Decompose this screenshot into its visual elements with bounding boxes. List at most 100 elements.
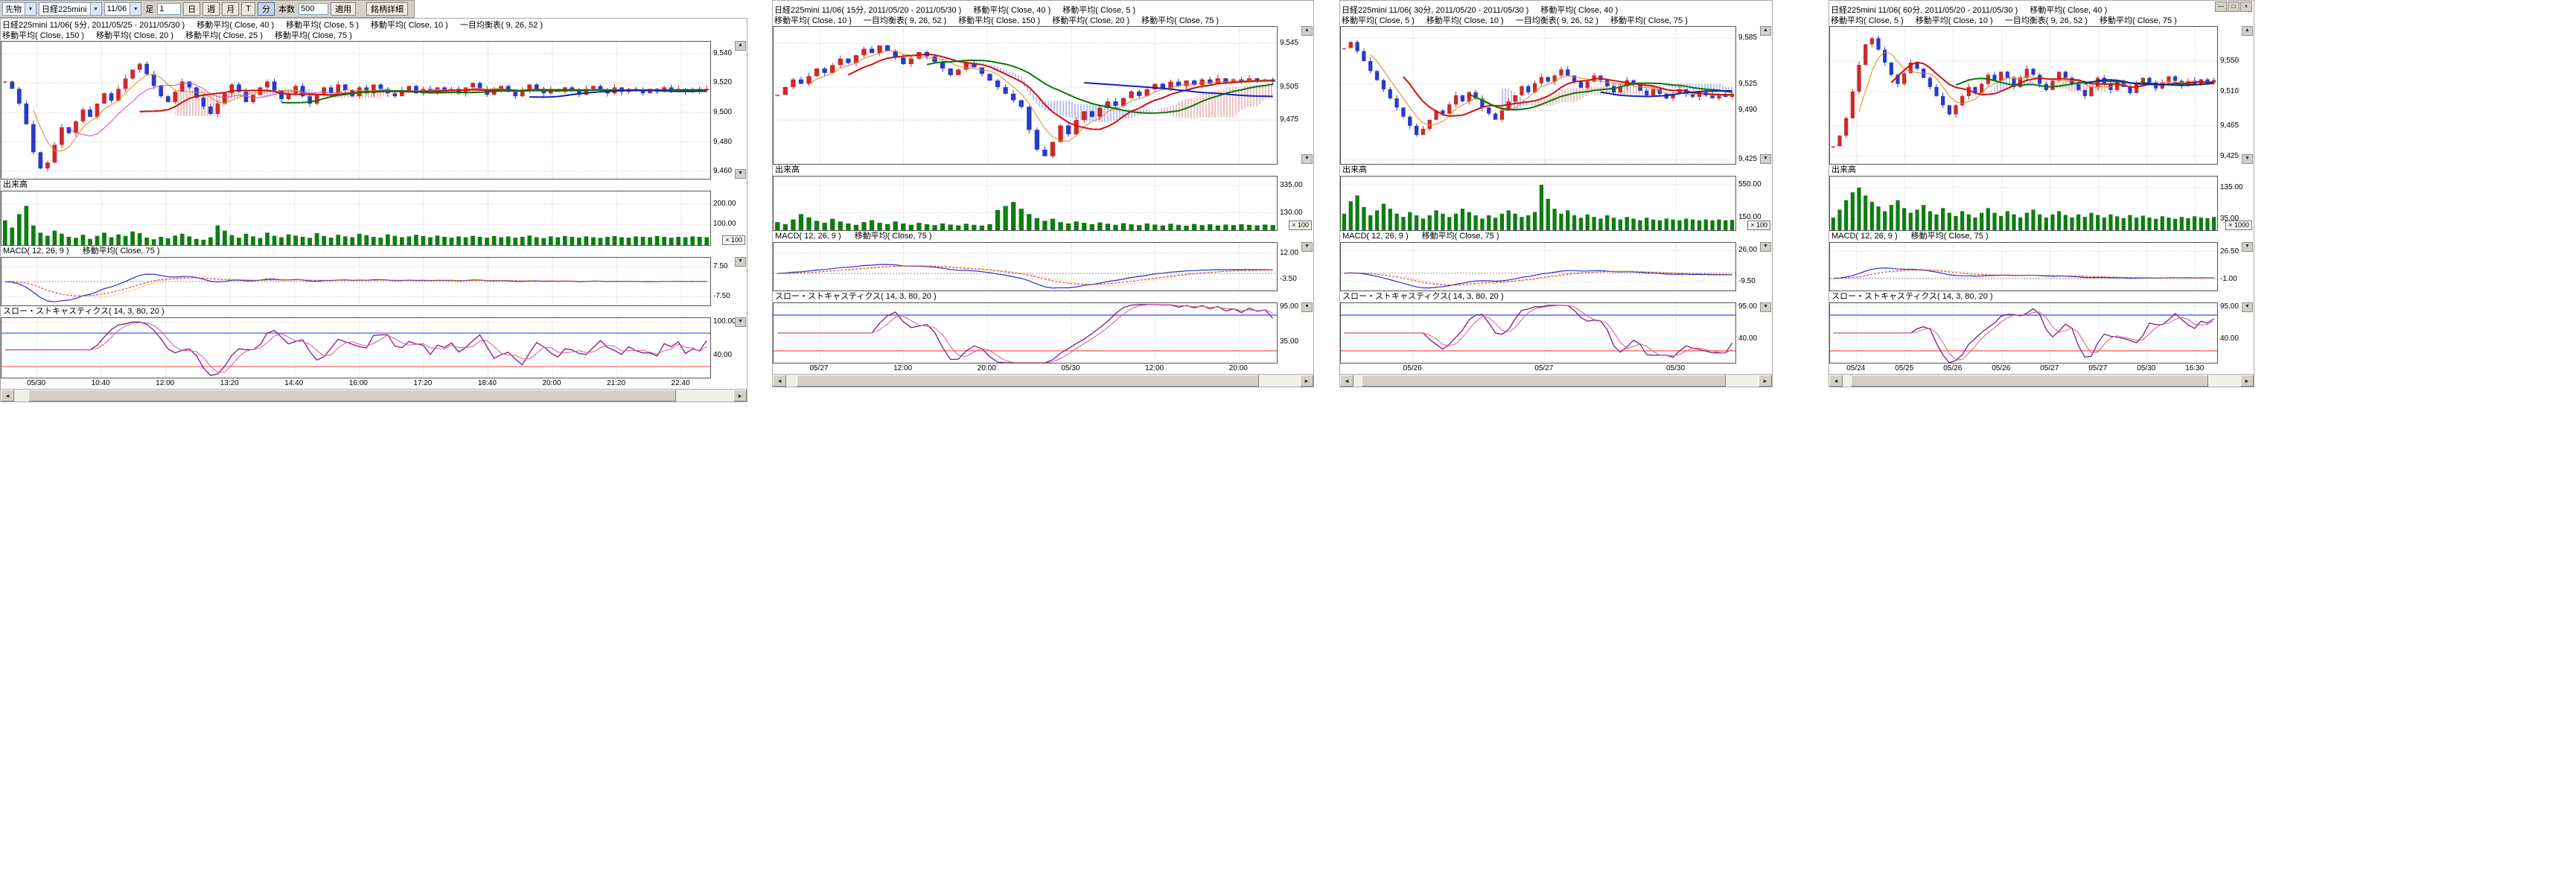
scrollbar-track[interactable]: [786, 375, 1300, 387]
axis-label: 130.00: [1280, 208, 1303, 217]
volume-header: 出来高: [1340, 165, 1772, 176]
macd-plot[interactable]: [1, 258, 710, 305]
scrollbar-thumb[interactable]: [1361, 375, 1727, 387]
indicator-label: 移動平均( Close, 75 ): [1421, 232, 1499, 241]
apply-button[interactable]: 適用: [330, 2, 356, 16]
macd-plot[interactable]: [774, 243, 1277, 291]
scrollbar-thumb[interactable]: [1850, 375, 2209, 387]
axis-label: 40.00: [2220, 334, 2239, 343]
scale-down-button[interactable]: ▼: [2242, 302, 2253, 312]
volume-axis: 200.00 100.00 × 100: [711, 191, 747, 246]
price-plot[interactable]: [774, 27, 1277, 164]
symbol-detail-button[interactable]: 銘柄詳細: [366, 2, 408, 16]
scale-down-button[interactable]: ▼: [735, 257, 746, 267]
period-tick-button[interactable]: T: [241, 2, 255, 16]
scrollbar-track[interactable]: [14, 390, 733, 402]
price-plot[interactable]: [1341, 27, 1735, 164]
stoch-plot[interactable]: [1, 318, 710, 378]
stoch-plot[interactable]: [1341, 303, 1735, 363]
stoch-plot[interactable]: [774, 303, 1277, 363]
axis-label: 26.50: [2220, 247, 2239, 256]
scrollbar-track[interactable]: [1354, 375, 1759, 387]
scrollbar-thumb[interactable]: [28, 390, 676, 402]
period-month-button[interactable]: 月: [222, 2, 240, 16]
time-axis-label: 12:00: [1145, 364, 1164, 372]
scroll-left-button[interactable]: ◄: [1829, 375, 1843, 387]
scrollbar-thumb[interactable]: [796, 375, 1259, 387]
volume-plot[interactable]: [1, 191, 710, 245]
scroll-right-button[interactable]: ►: [1300, 375, 1313, 387]
scroll-right-button[interactable]: ►: [1759, 375, 1772, 387]
macd-plot[interactable]: [1830, 243, 2217, 291]
scale-down-button[interactable]: ▼: [1760, 242, 1771, 252]
bar-interval-input[interactable]: [157, 3, 182, 15]
scale-up-button[interactable]: ▲: [2242, 26, 2253, 36]
time-axis-label: 05/30: [2137, 364, 2156, 372]
axis-label: 9,545: [1280, 39, 1299, 48]
volume-pane: 335.00 130.00 × 100: [773, 176, 1313, 231]
price-plot[interactable]: [1, 42, 710, 179]
stoch-pane: 95.00 35.00 ▼: [773, 302, 1313, 364]
macd-pane: 7.50 -7.50 ▼: [1, 257, 747, 306]
time-axis-label: 05/27: [1534, 364, 1554, 372]
time-axis: 05/26 05/27 05/30: [1340, 364, 1772, 374]
restore-button[interactable]: □: [2228, 1, 2239, 12]
scale-down-button[interactable]: ▼: [735, 169, 746, 179]
stoch-pane: 95.00 40.00 ▼: [1829, 302, 2254, 364]
scale-down-button[interactable]: ▼: [1760, 154, 1771, 164]
period-week-button[interactable]: 週: [203, 2, 220, 16]
scale-down-button[interactable]: ▼: [1301, 154, 1313, 164]
macd-pane: 26.50 -1.00 ▼: [1829, 242, 2254, 291]
macd-plotbox: [1829, 242, 2218, 291]
stoch-plot[interactable]: [1830, 303, 2217, 363]
period-minute-button[interactable]: 分: [257, 2, 275, 16]
chart-window: 日経225mini 11/06( 30分, 2011/05/20 - 2011/…: [1339, 0, 1773, 387]
volume-plot[interactable]: [774, 177, 1277, 230]
volume-plot[interactable]: [1341, 177, 1735, 230]
macd-plot[interactable]: [1341, 243, 1735, 291]
stochastics-label: スロー・ストキャスティクス( 14, 3, 80, 20 ): [3, 307, 165, 316]
time-axis-label: 14:40: [284, 379, 304, 387]
scale-down-button[interactable]: ▼: [2242, 242, 2253, 252]
volume-label: 出来高: [1831, 165, 1856, 174]
scale-down-button[interactable]: ▼: [1301, 302, 1313, 312]
scroll-right-button[interactable]: ►: [733, 390, 747, 402]
volume-header: 出来高: [1, 180, 747, 191]
category-select[interactable]: 先物 ▼: [2, 2, 36, 16]
scroll-right-button[interactable]: ►: [2240, 375, 2254, 387]
indicator-label: 一目均衡表( 9, 26, 52 ): [1515, 16, 1598, 25]
scale-up-button[interactable]: ▲: [735, 41, 746, 51]
scroll-left-button[interactable]: ◄: [1340, 375, 1354, 387]
period-day-button[interactable]: 日: [183, 2, 201, 16]
horizontal-scrollbar: ◄ ►: [1, 389, 747, 402]
symbol-select[interactable]: 日経225mini ▼: [39, 2, 102, 16]
axis-label: 95.00: [2220, 302, 2239, 311]
scroll-left-button[interactable]: ◄: [1, 390, 14, 402]
indicator-label: 移動平均( Close, 75 ): [854, 232, 932, 241]
scale-up-button[interactable]: ▲: [1760, 26, 1771, 36]
scale-up-button[interactable]: ▲: [1301, 26, 1313, 36]
close-button[interactable]: ×: [2240, 1, 2252, 12]
window-controls: — □ ×: [2215, 1, 2252, 12]
minimize-button[interactable]: —: [2215, 1, 2227, 12]
indicator-label: 移動平均( Close, 10 ): [1915, 16, 1993, 25]
price-plotbox: [1829, 26, 2218, 165]
axis-label: 100.00: [713, 220, 736, 229]
scale-down-button[interactable]: ▼: [1760, 302, 1771, 312]
contract-select[interactable]: 11/06 ▼: [103, 2, 142, 16]
scale-down-button[interactable]: ▼: [735, 317, 746, 327]
scrollbar-track[interactable]: [1843, 375, 2240, 387]
bar-count-input[interactable]: [298, 3, 328, 15]
scroll-left-button[interactable]: ◄: [773, 375, 786, 387]
chevron-down-icon: ▼: [89, 3, 101, 15]
price-plot[interactable]: [1830, 27, 2217, 164]
time-axis-label: 10:40: [91, 379, 110, 387]
chart-header-line1: 日経225mini 11/06( 5分, 2011/05/25 - 2011/0…: [2, 20, 745, 31]
volume-scale-badge: × 100: [1289, 220, 1312, 230]
indicator-label: 一目均衡表( 9, 26, 52 ): [863, 16, 947, 25]
time-axis-label: 20:00: [977, 364, 996, 372]
volume-plot[interactable]: [1830, 177, 2217, 230]
scale-down-button[interactable]: ▼: [1301, 242, 1313, 252]
stoch-header: スロー・ストキャスティクス( 14, 3, 80, 20 ): [773, 291, 1313, 302]
scale-down-button[interactable]: ▼: [2242, 154, 2253, 164]
